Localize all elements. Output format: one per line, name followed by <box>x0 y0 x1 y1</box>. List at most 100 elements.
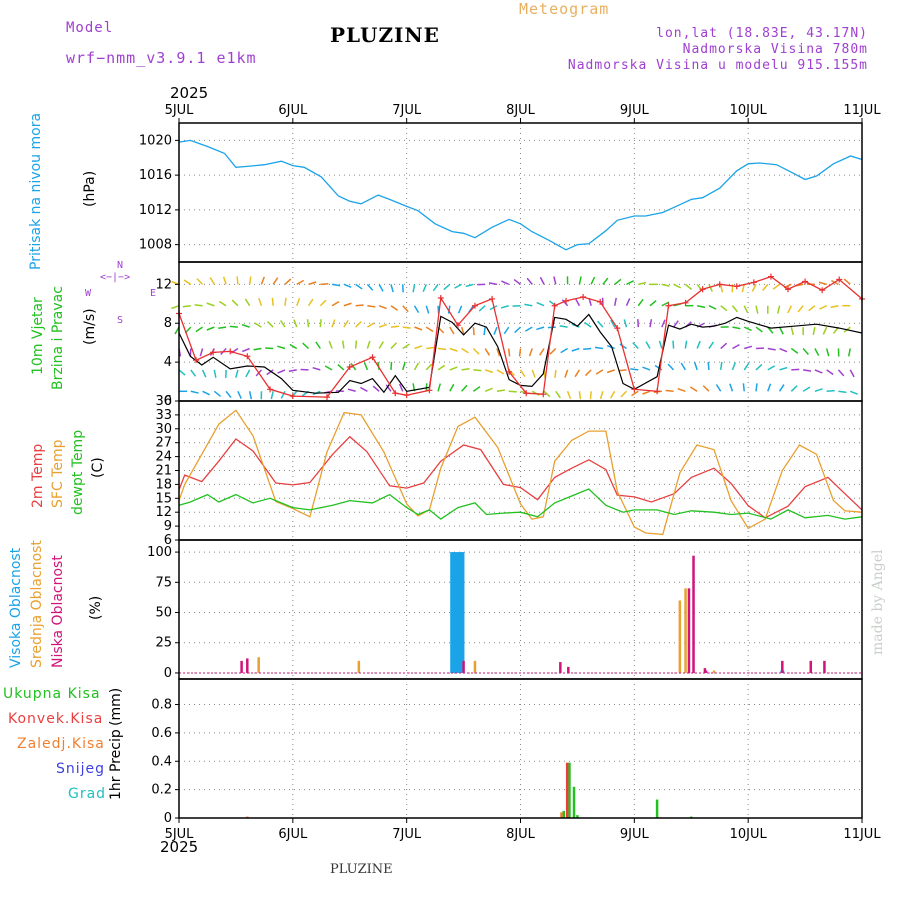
wind-barb <box>443 283 451 291</box>
wind-barb <box>642 390 651 395</box>
year-top: 2025 <box>170 84 209 102</box>
gust-marker <box>819 287 826 294</box>
wind-barb <box>797 305 804 313</box>
wind-barb <box>584 369 592 377</box>
wind-barb <box>253 347 262 351</box>
wind-barb <box>460 326 465 335</box>
wind-barb <box>630 368 639 371</box>
wind-barb <box>195 326 203 333</box>
wind-barb <box>772 283 781 290</box>
wind-barb <box>472 347 480 355</box>
wind-barb <box>790 385 798 392</box>
wind-barb <box>531 369 536 378</box>
wind-barb <box>618 369 627 372</box>
series-line-sfc <box>178 409 863 536</box>
gust-marker <box>244 353 251 360</box>
wind-barb <box>597 320 604 328</box>
y-tick-label: 100 <box>147 545 172 560</box>
wind-barb <box>744 345 753 350</box>
bar-low_cloud <box>567 666 570 673</box>
bar-mid_cloud <box>357 660 361 673</box>
gust-marker <box>267 386 274 393</box>
wind-barb <box>549 347 557 355</box>
wind-barb <box>696 305 706 309</box>
wind-barb <box>478 305 486 312</box>
wind-barb <box>814 348 820 356</box>
wind-barb <box>802 348 809 356</box>
gust-marker <box>540 391 547 398</box>
wind-barb <box>606 344 615 350</box>
wind-barb <box>719 361 723 370</box>
bar-low_cloud <box>687 588 691 673</box>
wind-barb <box>277 369 286 374</box>
wind-barb <box>241 347 250 353</box>
footer-station: PLUZINE <box>330 862 393 877</box>
wind-barb <box>402 326 411 329</box>
gust-marker <box>346 363 353 370</box>
wind-barb <box>366 340 371 349</box>
bar-high_cloud <box>453 552 458 673</box>
wind-barb <box>426 346 435 350</box>
wind-barb <box>218 300 227 307</box>
wind-barb <box>457 305 463 314</box>
wind-barb <box>610 319 616 328</box>
wind-barb <box>183 279 192 285</box>
gust-marker <box>227 348 234 355</box>
wind-barb <box>413 305 420 314</box>
wind-barb <box>818 281 827 286</box>
wind-barb <box>288 369 297 373</box>
wind-barb <box>378 323 387 328</box>
wind-barb <box>331 283 341 287</box>
gust-marker <box>665 302 672 309</box>
wind-barb <box>566 391 572 400</box>
compass-w: W <box>85 288 92 299</box>
wind-barb <box>488 282 498 286</box>
wind-barb <box>319 319 322 328</box>
legend-total-precip: Ukupna Kisa <box>3 686 101 702</box>
gust-marker <box>193 357 200 364</box>
x-tick-label-bottom: 7JUL <box>392 827 422 842</box>
y-tick-label: 1012 <box>139 203 172 218</box>
wind-barb <box>762 283 769 291</box>
wind-barb <box>519 369 526 378</box>
year-bottom: 2025 <box>160 838 199 856</box>
y-tick-label: 12 <box>155 277 172 292</box>
wind-barb <box>178 369 186 376</box>
wind-barb <box>355 283 363 290</box>
wind-barb <box>536 301 545 307</box>
wind-barb <box>206 326 215 331</box>
wind-barb <box>632 342 639 350</box>
wind-barb <box>190 390 199 394</box>
y-tick-label: 0 <box>164 666 172 681</box>
bar-low_cloud <box>781 660 784 673</box>
wind-barb <box>347 388 356 393</box>
wind-barb <box>838 390 847 394</box>
wind-barb <box>849 390 858 395</box>
wind-barb <box>613 297 617 306</box>
wind-barb <box>425 363 433 371</box>
wind-barb <box>296 279 305 286</box>
wind-barb <box>422 284 427 293</box>
wind-barb <box>390 325 400 328</box>
wind-barb <box>337 363 345 371</box>
series-line-pressure <box>178 139 863 251</box>
wind-barb <box>637 298 644 307</box>
wind-barb <box>500 305 509 309</box>
y-tick-label: 25 <box>155 636 172 651</box>
bar-low_cloud <box>240 660 243 673</box>
bar-high_cloud <box>450 552 455 673</box>
wind-barb <box>237 390 242 399</box>
wind-barb <box>372 385 380 392</box>
wind-barb <box>289 343 298 350</box>
wind-barb <box>672 340 675 349</box>
wind-barb <box>708 341 715 349</box>
wind-barb <box>684 283 693 290</box>
wind-barb <box>307 298 314 307</box>
wind-barb <box>677 387 686 392</box>
wind-barb <box>378 305 387 310</box>
wind-barb <box>483 327 486 336</box>
wind-barb <box>693 362 698 371</box>
model-elevation-label: Nadmorska Visina u modelu 915.155m <box>567 58 868 73</box>
gust-marker <box>733 283 740 290</box>
